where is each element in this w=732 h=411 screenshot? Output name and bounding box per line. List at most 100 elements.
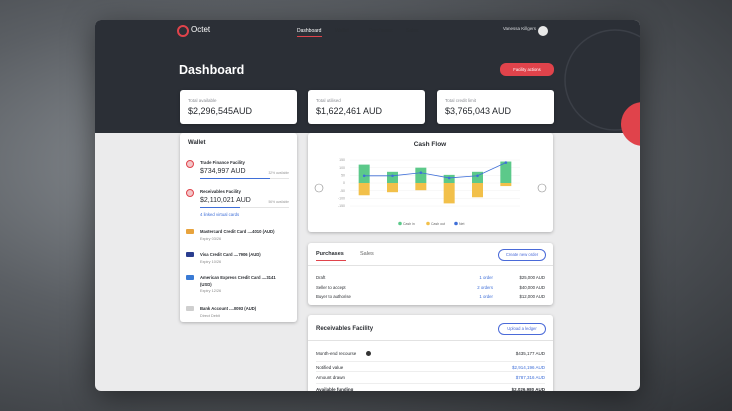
divider: [308, 340, 553, 341]
y-tick-label: -100: [338, 197, 345, 201]
line-point: [419, 171, 423, 175]
brand: Octet: [191, 25, 211, 34]
progress-fill: [200, 207, 240, 209]
account-detail: Expiry 10/26: [200, 260, 222, 264]
line-point: [447, 176, 451, 180]
facility-icon: [186, 160, 194, 168]
nav-link[interactable]: Purchases: [369, 28, 393, 34]
purchases-panel: Purchases Sales Create new order Draft 1 …: [308, 243, 553, 305]
account-name[interactable]: Mastercard Credit Card ....4010 (AUD): [200, 229, 275, 234]
linked-cards[interactable]: 4 linked virtual cards: [200, 212, 240, 217]
row-divider: [316, 383, 545, 384]
panel-title: Wallet: [188, 140, 206, 146]
summary-value: $2,296,545AUD: [188, 106, 253, 116]
legend-swatch: [454, 221, 458, 226]
row-divider: [316, 371, 545, 372]
prev-button[interactable]: [314, 183, 324, 193]
decoration: [177, 25, 640, 146]
row-count[interactable]: 2 orders: [477, 285, 493, 290]
account-detail: Direct Debit: [200, 314, 220, 318]
row-divider: [316, 361, 545, 362]
bar: [415, 167, 427, 183]
legend-label: Cash out: [431, 222, 445, 226]
tab[interactable]: Purchases: [316, 251, 344, 257]
next-button[interactable]: [537, 183, 547, 193]
facility-available: 32% available: [268, 171, 289, 175]
row-value: $2,026,980 AUD: [511, 387, 545, 391]
line-point: [362, 174, 366, 178]
row-value: $787,316 AUD: [515, 375, 545, 380]
line-point: [476, 174, 479, 178]
legend-swatch: [426, 221, 430, 226]
account-name[interactable]: American Express Credit Card ....3141 (U…: [200, 275, 276, 287]
row-label: Notified value: [316, 365, 344, 370]
row-label: Draft: [316, 275, 326, 280]
bar: [387, 183, 398, 193]
bar: [472, 183, 483, 198]
bar: [387, 171, 398, 183]
progress-fill: [200, 178, 270, 180]
progress-track: [200, 207, 289, 209]
facility-actions[interactable]: Facility actions: [500, 63, 554, 76]
line-point: [391, 174, 394, 178]
summary-label: Total utilised: [316, 98, 341, 103]
account-icon: [186, 252, 194, 257]
line-point: [504, 161, 508, 164]
account-name[interactable]: Bank Account ....0093 (AUD): [200, 306, 257, 311]
page-title: Dashboard: [179, 63, 245, 77]
facility-available: 56% available: [268, 200, 289, 204]
receivables-panel: Receivables Facility Upload a ledger Mon…: [308, 315, 553, 391]
avatar[interactable]: [538, 26, 548, 36]
facility-amount: $2,110,021 AUD: [200, 197, 251, 204]
row-amount: $40,000 AUD: [519, 285, 545, 290]
row-count[interactable]: 1 order: [479, 275, 493, 280]
line: [364, 162, 507, 179]
account-detail: Expiry 03/26: [200, 237, 222, 241]
account-name[interactable]: Visa Credit Card ....7906 (AUD): [200, 252, 261, 257]
legend-label: Cash in: [403, 222, 415, 226]
cash-flow-chart: Cash Flow 150 100 50 0 -50 -100 -150 Cash in Cas…: [314, 141, 547, 226]
row-value: $2,914,196 AUD: [511, 365, 545, 370]
row-label: Month-end recourse: [316, 351, 357, 356]
nav-active: [297, 36, 322, 37]
bar: [500, 183, 512, 187]
facility-name[interactable]: Trade Finance Facility: [200, 160, 245, 165]
wallet-panel: Wallet Trade Finance Facility $734,997 AU…: [180, 133, 297, 322]
row-label: Available funding: [316, 387, 354, 391]
upload-ledger[interactable]: Upload a ledger: [498, 323, 546, 335]
account-detail: Expiry 12/26: [200, 289, 222, 293]
y-tick-label: 100: [339, 166, 345, 170]
account-icon: [186, 229, 194, 234]
legend-swatch: [398, 221, 402, 226]
summary-card: Total credit limit $3,765,043 AUD: [437, 90, 554, 124]
account-icon: [186, 306, 194, 311]
cash-flow-panel: Cash Flow 150 100 50 0 -50 -100 -150 Cash in Cas…: [308, 133, 553, 232]
nav-link[interactable]: Dashboard: [297, 28, 322, 34]
summary-label: Total available: [188, 98, 217, 103]
bar: [358, 164, 370, 183]
nav-link[interactable]: Wallet: [335, 28, 349, 34]
y-tick-label: 50: [341, 174, 345, 178]
bar: [415, 183, 427, 191]
app-window: Octet Dashboard Wallet Purchases Sales V…: [95, 20, 640, 391]
facility-icon: [186, 189, 194, 197]
bar: [500, 161, 512, 183]
user-name[interactable]: Vanessa Killgers: [502, 26, 536, 31]
summary-label: Total credit limit: [445, 98, 477, 103]
row-count[interactable]: 1 order: [479, 294, 493, 299]
tab[interactable]: Sales: [360, 251, 374, 257]
info-icon[interactable]: [366, 351, 371, 356]
divider: [308, 265, 553, 266]
row-label: Buyer to authorise: [316, 294, 351, 299]
facility-amount: $734,997 AUD: [200, 168, 246, 175]
y-tick-label: 150: [339, 158, 345, 162]
facility-name[interactable]: Receivables Facility: [200, 189, 241, 194]
create-order[interactable]: Create new order: [498, 249, 546, 261]
summary-card: Total utilised $1,622,461 AUD: [308, 90, 425, 124]
y-tick-label: -50: [340, 189, 345, 193]
row-label: Amount drawn: [316, 375, 346, 380]
account-icon: [186, 275, 194, 280]
nav-link[interactable]: Sales: [406, 28, 419, 34]
row-amount: $12,000 AUD: [519, 294, 545, 299]
